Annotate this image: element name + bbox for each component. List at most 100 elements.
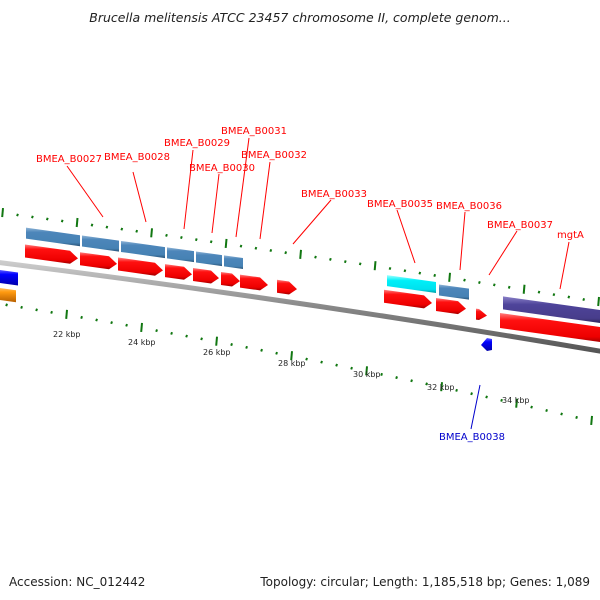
gene-block-steelblue[interactable] — [196, 251, 222, 267]
accession-text: Accession: NC_012442 — [9, 575, 146, 589]
minor-tick — [463, 278, 466, 282]
major-tick — [365, 366, 368, 376]
major-tick — [522, 284, 526, 294]
scale-label: 22 kbp — [53, 330, 81, 339]
leader-line — [132, 171, 147, 223]
minor-tick — [245, 345, 248, 349]
minor-tick — [545, 408, 548, 413]
gene-block-steelblue[interactable] — [26, 227, 80, 247]
scale-labels: 22 kbp 24 kbp 26 kbp 28 kbp 30 kbp 32 kbp 34 k… — [53, 330, 530, 405]
leader-line — [559, 241, 570, 290]
minor-tick — [31, 215, 34, 219]
minor-tick — [433, 273, 437, 277]
gene-arrow-forward[interactable] — [277, 279, 297, 295]
gene-block-steelblue[interactable] — [167, 247, 194, 263]
minor-tick — [50, 310, 53, 314]
minor-tick — [269, 248, 273, 252]
major-tick — [597, 296, 600, 307]
gene-label[interactable]: BMEA_B0029 — [164, 138, 230, 149]
major-tick — [373, 261, 377, 271]
major-tick — [290, 351, 293, 361]
minor-tick — [485, 395, 488, 399]
gene-block-purple[interactable] — [503, 296, 600, 324]
gene-block-steelblue[interactable] — [121, 240, 165, 259]
major-tick — [140, 322, 143, 333]
minor-tick — [507, 285, 511, 289]
gene-block-steelblue[interactable] — [224, 255, 243, 270]
gene-label[interactable]: BMEA_B0030 — [189, 163, 255, 174]
gene-label[interactable]: mgtA — [557, 230, 584, 241]
minor-tick — [200, 337, 203, 341]
gene-arrow-forward[interactable] — [80, 252, 117, 270]
minor-tick — [185, 334, 188, 338]
leader-line — [259, 161, 271, 240]
leader-line — [235, 137, 250, 238]
major-tick — [515, 398, 518, 408]
minor-tick — [155, 329, 158, 333]
minor-tick — [575, 415, 578, 419]
minor-tick — [254, 246, 258, 250]
minor-tick — [492, 283, 496, 287]
minor-tick — [95, 318, 98, 322]
gene-arrow-forward[interactable] — [165, 264, 192, 280]
leader-line — [211, 173, 220, 234]
gene-arrow-forward[interactable] — [193, 268, 219, 284]
gene-label[interactable]: BMEA_B0028 — [104, 152, 170, 163]
gene-labels: BMEA_B0027 BMEA_B0028 BMEA_B0029 BMEA_B0030… — [36, 126, 584, 443]
gene-label[interactable]: BMEA_B0037 — [487, 220, 553, 231]
gene-arrow-forward[interactable] — [221, 271, 240, 287]
major-tick — [150, 228, 153, 238]
minor-tick — [284, 251, 288, 255]
gene-arrow-forward[interactable] — [476, 308, 487, 321]
minor-tick — [395, 376, 398, 380]
minor-tick — [582, 298, 586, 302]
scale-label: 34 kbp — [502, 396, 530, 405]
minor-tick — [105, 225, 109, 229]
minor-tick — [537, 290, 541, 294]
gene-label[interactable]: BMEA_B0027 — [36, 154, 102, 165]
minor-tick — [530, 405, 533, 409]
gene-block-steelblue[interactable] — [439, 284, 469, 300]
gene-arrow-forward[interactable] — [25, 244, 78, 264]
gene-label[interactable]: BMEA_B0032 — [241, 150, 307, 161]
major-tick — [224, 238, 228, 249]
minor-tick — [165, 233, 168, 237]
gene-label[interactable]: BMEA_B0038 — [439, 432, 505, 443]
gene-label[interactable]: BMEA_B0033 — [301, 189, 367, 200]
leader-line — [292, 199, 332, 245]
scale-label: 24 kbp — [128, 338, 156, 347]
minor-tick — [60, 219, 64, 223]
gene-block-blue[interactable] — [0, 270, 18, 286]
gene-label[interactable]: BMEA_B0031 — [221, 126, 287, 137]
minor-tick — [16, 213, 19, 217]
minor-tick — [135, 229, 139, 233]
gene-arrow-forward[interactable] — [500, 313, 600, 343]
scale-label: 32 kbp — [427, 383, 455, 392]
gene-block-orange[interactable] — [0, 288, 16, 303]
gene-label[interactable]: BMEA_B0036 — [436, 201, 502, 212]
minor-tick — [425, 382, 428, 386]
backbone-line — [0, 260, 600, 354]
gene-arrow-forward[interactable] — [240, 274, 268, 291]
gene-block-steelblue[interactable] — [82, 235, 119, 252]
minor-tick — [343, 260, 347, 264]
minor-tick — [314, 255, 317, 259]
gene-block-cyan[interactable] — [387, 275, 436, 294]
gene-arrow-forward[interactable] — [436, 298, 466, 315]
gene-label[interactable]: BMEA_B0035 — [367, 199, 433, 210]
leader-line — [459, 211, 466, 271]
gene-arrow-forward[interactable] — [118, 257, 163, 276]
minor-tick — [110, 321, 113, 325]
gene-arrow-forward[interactable] — [384, 289, 432, 309]
minor-tick — [180, 236, 183, 240]
scale-label: 26 kbp — [203, 348, 231, 357]
minor-tick — [209, 240, 213, 244]
leader-line — [183, 149, 194, 230]
gene-arrow-reverse[interactable] — [481, 338, 492, 351]
scale-label: 30 kbp — [353, 370, 381, 379]
minor-tick — [567, 295, 571, 299]
major-tick — [1, 207, 4, 218]
minor-tick — [410, 379, 413, 383]
major-tick — [590, 415, 593, 426]
